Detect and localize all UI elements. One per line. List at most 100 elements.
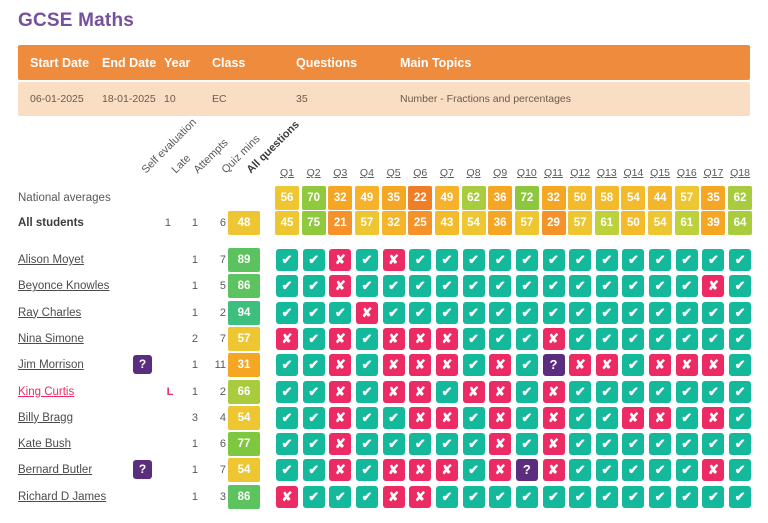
answer-tick-q10[interactable]: ✔ — [515, 249, 538, 271]
answer-tick-q15[interactable]: ✔ — [649, 459, 672, 482]
answer-tick-q1[interactable]: ✔ — [276, 380, 298, 403]
answer-tick-q13[interactable]: ✔ — [595, 459, 618, 482]
answer-tick-q11[interactable]: ✔ — [542, 301, 565, 324]
answer-tick-q14[interactable]: ✔ — [622, 301, 645, 324]
answer-tick-q1[interactable]: ✔ — [276, 301, 298, 324]
answer-tick-q12[interactable]: ✔ — [569, 249, 592, 271]
answer-tick-q10[interactable]: ✔ — [515, 406, 538, 429]
answer-tick-q12[interactable]: ✔ — [569, 301, 592, 324]
answer-cross-q3[interactable]: ✘ — [329, 380, 352, 403]
answer-tick-q15[interactable]: ✔ — [649, 275, 672, 298]
answer-cross-q3[interactable]: ✘ — [329, 275, 352, 298]
answer-cross-q13[interactable]: ✘ — [595, 354, 618, 377]
answer-tick-q5[interactable]: ✔ — [382, 275, 405, 298]
answer-cross-q3[interactable]: ✘ — [329, 354, 352, 377]
answer-tick-q15[interactable]: ✔ — [649, 380, 672, 403]
answer-cross-q9[interactable]: ✘ — [489, 433, 512, 456]
answer-cross-q8[interactable]: ✘ — [462, 380, 485, 403]
answer-tick-q4[interactable]: ✔ — [355, 327, 378, 350]
answer-tick-q13[interactable]: ✔ — [595, 275, 618, 298]
student-name-link[interactable]: Richard D James — [18, 490, 107, 503]
answer-cross-q6[interactable]: ✘ — [409, 406, 432, 429]
answer-cross-q12[interactable]: ✘ — [569, 354, 592, 377]
answer-tick-q1[interactable]: ✔ — [276, 275, 298, 298]
question-header-q18[interactable]: Q18 — [730, 167, 750, 179]
answer-tick-q18[interactable]: ✔ — [729, 485, 752, 508]
student-name-link[interactable]: Kate Bush — [18, 438, 72, 451]
answer-tick-q12[interactable]: ✔ — [569, 380, 592, 403]
question-header-q12[interactable]: Q12 — [570, 167, 591, 179]
answer-tick-q6[interactable]: ✔ — [409, 301, 432, 324]
answer-tick-q9[interactable]: ✔ — [489, 275, 512, 298]
answer-cross-q3[interactable]: ✘ — [329, 459, 352, 482]
answer-tick-q12[interactable]: ✔ — [569, 459, 592, 482]
answer-tick-q1[interactable]: ✔ — [276, 459, 298, 482]
answer-tick-q9[interactable]: ✔ — [489, 301, 512, 324]
answer-cross-q5[interactable]: ✘ — [382, 485, 405, 508]
student-name-link[interactable]: Beyonce Knowles — [18, 280, 110, 293]
answer-tick-q4[interactable]: ✔ — [355, 354, 378, 377]
answer-tick-q16[interactable]: ✔ — [675, 275, 698, 298]
answer-tick-q18[interactable]: ✔ — [729, 275, 752, 298]
answer-tick-q2[interactable]: ✔ — [302, 433, 325, 456]
question-header-q6[interactable]: Q6 — [413, 167, 428, 179]
question-header-q11[interactable]: Q11 — [543, 167, 564, 179]
answer-tick-q17[interactable]: ✔ — [702, 327, 725, 350]
student-name-link[interactable]: Jim Morrison — [18, 359, 84, 372]
question-header-q1[interactable]: Q1 — [279, 167, 294, 179]
answer-tick-q15[interactable]: ✔ — [649, 485, 672, 508]
answer-tick-q17[interactable]: ✔ — [702, 380, 725, 403]
answer-tick-q4[interactable]: ✔ — [355, 433, 378, 456]
question-header-q14[interactable]: Q14 — [623, 167, 644, 179]
answer-tick-q11[interactable]: ✔ — [542, 249, 565, 271]
answer-cross-q5[interactable]: ✘ — [382, 459, 405, 482]
answer-cross-q17[interactable]: ✘ — [702, 406, 725, 429]
answer-tick-q13[interactable]: ✔ — [595, 301, 618, 324]
answer-tick-q9[interactable]: ✔ — [489, 249, 512, 271]
answer-tick-q16[interactable]: ✔ — [675, 406, 698, 429]
answer-cross-q17[interactable]: ✘ — [702, 354, 725, 377]
answer-tick-q14[interactable]: ✔ — [622, 459, 645, 482]
self-evaluation-badge[interactable]: ? — [133, 460, 152, 480]
student-name-link[interactable]: Ray Charles — [18, 306, 82, 319]
student-name-link[interactable]: Nina Simone — [18, 332, 84, 345]
answer-cross-q3[interactable]: ✘ — [329, 327, 352, 350]
answer-tick-q13[interactable]: ✔ — [595, 380, 618, 403]
answer-tick-q8[interactable]: ✔ — [462, 354, 485, 377]
answer-tick-q9[interactable]: ✔ — [489, 485, 512, 508]
answer-cross-q4[interactable]: ✘ — [355, 301, 378, 324]
answer-tick-q8[interactable]: ✔ — [462, 485, 485, 508]
answer-tick-q15[interactable]: ✔ — [649, 301, 672, 324]
answer-cross-q6[interactable]: ✘ — [409, 327, 432, 350]
answer-tick-q12[interactable]: ✔ — [569, 485, 592, 508]
answer-tick-q15[interactable]: ✔ — [649, 433, 672, 456]
answer-tick-q2[interactable]: ✔ — [302, 459, 325, 482]
answer-tick-q2[interactable]: ✔ — [302, 485, 325, 508]
self-evaluation-badge[interactable]: ? — [133, 355, 152, 375]
question-header-q8[interactable]: Q8 — [466, 167, 481, 179]
student-name-link[interactable]: Alison Moyet — [18, 254, 84, 266]
answer-tick-q13[interactable]: ✔ — [595, 485, 618, 508]
question-header-q17[interactable]: Q17 — [703, 167, 724, 179]
answer-tick-q5[interactable]: ✔ — [382, 433, 405, 456]
answer-unknown-q11[interactable]: ? — [542, 354, 565, 377]
answer-cross-q3[interactable]: ✘ — [329, 249, 352, 271]
answer-tick-q13[interactable]: ✔ — [595, 249, 618, 271]
answer-tick-q18[interactable]: ✔ — [729, 406, 752, 429]
answer-tick-q2[interactable]: ✔ — [302, 406, 325, 429]
answer-tick-q2[interactable]: ✔ — [302, 354, 325, 377]
answer-tick-q8[interactable]: ✔ — [462, 275, 485, 298]
answer-tick-q8[interactable]: ✔ — [462, 459, 485, 482]
question-header-q15[interactable]: Q15 — [650, 167, 671, 179]
answer-tick-q18[interactable]: ✔ — [729, 433, 752, 456]
answer-cross-q17[interactable]: ✘ — [702, 275, 725, 298]
question-header-q2[interactable]: Q2 — [306, 167, 321, 179]
answer-cross-q5[interactable]: ✘ — [382, 354, 405, 377]
answer-tick-q8[interactable]: ✔ — [462, 406, 485, 429]
answer-tick-q7[interactable]: ✔ — [435, 380, 458, 403]
answer-tick-q3[interactable]: ✔ — [329, 301, 352, 324]
answer-tick-q16[interactable]: ✔ — [675, 327, 698, 350]
answer-cross-q16[interactable]: ✘ — [675, 354, 698, 377]
answer-tick-q3[interactable]: ✔ — [329, 485, 352, 508]
answer-tick-q8[interactable]: ✔ — [462, 301, 485, 324]
